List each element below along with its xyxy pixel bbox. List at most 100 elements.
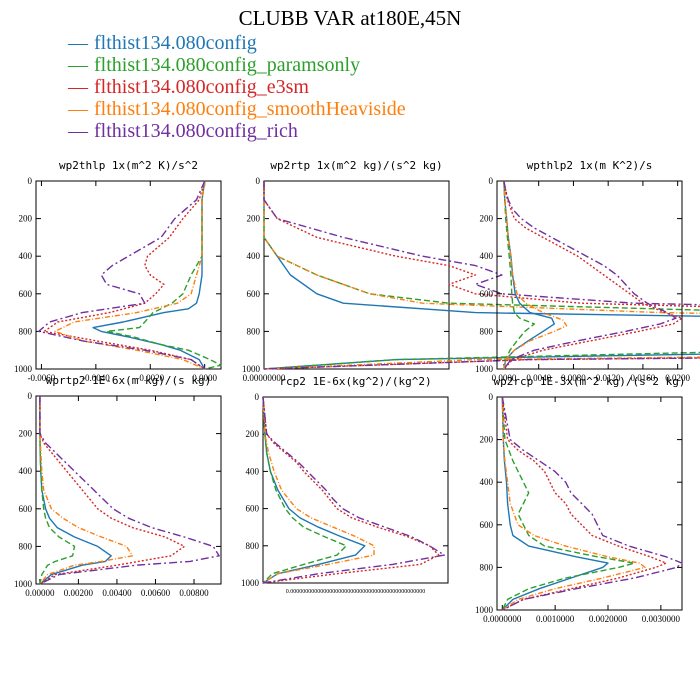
x-tick-label: -0.0060 (28, 373, 56, 383)
legend-label: flthist134.080config_e3sm (94, 76, 309, 98)
plot-frame (496, 396, 683, 611)
y-tick-label: 600 (480, 520, 494, 530)
series-line (105, 180, 222, 370)
x-tick-label: 0.00400 (102, 588, 132, 598)
plot-frame (35, 395, 222, 585)
y-tick-label: 400 (246, 466, 260, 476)
series-line (503, 180, 683, 370)
y-tick-label: 600 (246, 504, 260, 514)
x-tick-label: 0.0000 (192, 373, 217, 383)
series-line (92, 180, 206, 370)
x-tick-label: 0.0120 (596, 373, 621, 383)
plot-frame (496, 180, 683, 370)
y-tick-label: 0 (28, 176, 33, 186)
panel-title: wp2thlp 1x(m^2 K)/s^2 (59, 159, 198, 172)
series-line (262, 396, 440, 584)
series-line (263, 181, 700, 370)
x-tick-label: 0.00800 (179, 588, 209, 598)
series-line (501, 396, 683, 611)
x-tick-label: 0.0200 (665, 373, 690, 383)
y-tick-label: 1000 (241, 578, 260, 588)
legend-line-icon: — (68, 76, 88, 98)
x-tick-label: 0.0080 (561, 373, 586, 383)
x-tick-label: 0.0160 (631, 373, 656, 383)
x-tick-label: 0.00000 (25, 588, 55, 598)
y-tick-label: 1000 (14, 579, 33, 589)
x-tick-label: -0.0020 (136, 373, 164, 383)
series-line (263, 181, 700, 370)
y-tick-label: 0 (489, 176, 494, 186)
y-tick-label: 600 (19, 504, 33, 514)
legend-line-icon: — (68, 98, 88, 120)
y-tick-label: 1000 (475, 364, 494, 374)
x-tick-label: 0.00200 (64, 588, 94, 598)
y-tick-label: 600 (480, 289, 494, 299)
series-line (503, 180, 535, 370)
series-line (38, 180, 206, 370)
legend-label: flthist134.080config_smoothHeaviside (94, 98, 406, 120)
x-tick-label: 0.0040 (526, 373, 551, 383)
y-tick-label: 600 (247, 289, 261, 299)
y-tick-label: 0 (28, 391, 33, 401)
y-tick-label: 200 (19, 214, 33, 224)
legend-line-icon: — (68, 120, 88, 142)
panel-title: wp2rtp 1x(m^2 kg)/(s^2 kg) (270, 159, 442, 172)
y-tick-label: 1000 (242, 364, 261, 374)
series-line (263, 181, 700, 370)
legend-label: flthist134.080config_rich (94, 120, 298, 142)
y-tick-label: 0 (255, 392, 260, 402)
panel-title: rcp2 1E-6x(kg^2)/(kg^2) (279, 375, 431, 388)
x-tick-label: 0.0020000 (589, 614, 628, 624)
plot-frame (262, 396, 449, 584)
y-tick-label: 600 (19, 289, 33, 299)
series-line (39, 396, 186, 585)
y-tick-label: 200 (246, 429, 260, 439)
series-line (501, 396, 636, 611)
legend-item: — flthist134.080config (68, 32, 406, 54)
y-tick-label: 1000 (14, 364, 33, 374)
legend-label: flthist134.080config_paramsonly (94, 54, 361, 76)
series-line (501, 396, 609, 611)
legend-item: — flthist134.080config_paramsonly (68, 54, 406, 76)
y-tick-label: 0 (489, 392, 494, 402)
y-tick-label: 1000 (475, 605, 494, 615)
y-tick-label: 200 (247, 214, 261, 224)
series-line (262, 396, 366, 584)
x-tick-label: 0.0030000 (642, 614, 681, 624)
legend-item: — flthist134.080config_rich (68, 120, 406, 142)
y-tick-label: 400 (480, 477, 494, 487)
y-tick-label: 400 (19, 251, 33, 261)
panel-title: wprtp2 1E-6x(m kg)/(s kg) (46, 374, 212, 387)
y-tick-label: 800 (19, 326, 33, 336)
y-tick-label: 800 (19, 541, 33, 551)
series-line (262, 396, 347, 584)
legend: — flthist134.080config — flthist134.080con… (68, 32, 406, 142)
y-tick-label: 800 (247, 326, 261, 336)
legend-item: — flthist134.080config_e3sm (68, 76, 406, 98)
y-tick-label: 400 (480, 251, 494, 261)
legend-item: — flthist134.080config_smoothHeaviside (68, 98, 406, 120)
series-line (39, 396, 76, 585)
panel-title: wp2rcp 1E-3x(m^2 kg)/(s^2 kg) (493, 375, 685, 388)
series-line (263, 181, 700, 370)
series-line (501, 396, 646, 611)
y-tick-label: 200 (19, 429, 33, 439)
y-tick-label: 400 (19, 466, 33, 476)
series-line (263, 181, 700, 370)
x-tick-label: 0.00000000 (243, 373, 286, 383)
panel-title: wpthlp2 1x(m K^2)/s (527, 159, 653, 172)
series-line (54, 180, 206, 370)
x-tick-label: 0.0000000 (483, 614, 522, 624)
y-tick-label: 200 (480, 435, 494, 445)
legend-line-icon: — (68, 54, 88, 76)
y-tick-label: 800 (246, 541, 260, 551)
y-tick-label: 200 (480, 214, 494, 224)
figure-title: CLUBB VAR at180E,45N (238, 6, 462, 30)
series-line (262, 396, 375, 584)
y-tick-label: 0 (256, 176, 261, 186)
plot-frame (263, 180, 450, 370)
x-tick-label: 0.0000 (492, 373, 517, 383)
legend-line-icon: — (68, 32, 88, 54)
series-line (39, 396, 220, 585)
